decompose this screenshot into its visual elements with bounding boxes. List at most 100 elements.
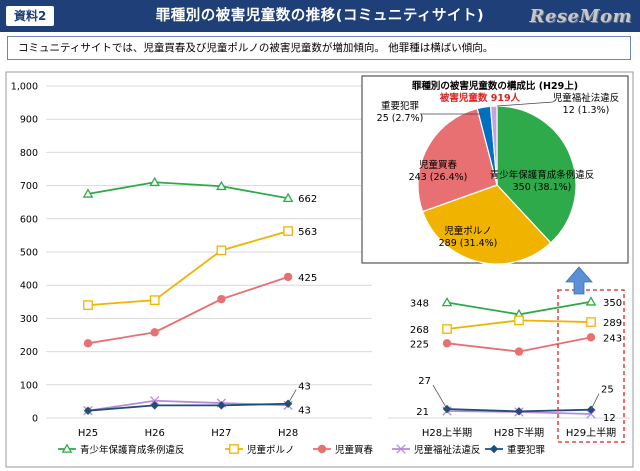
legend-marker (61, 443, 73, 453)
data-point-main (150, 328, 159, 337)
highlight-box (557, 289, 625, 443)
series-line-main (87, 402, 289, 412)
legend-label: 児童福祉法違反 (414, 444, 481, 456)
data-point-half (586, 409, 596, 419)
x-tick-label-half: H28上半期 (422, 426, 472, 439)
data-point-main (217, 401, 226, 410)
pie-slice (421, 184, 552, 265)
data-point-half (585, 296, 597, 306)
chart-area: 0 100 200 300 400 500 600 700 800 900 1,000 H25 H26 H… (5, 71, 634, 468)
leader-line (590, 393, 600, 410)
end-value-label-half: 350 (603, 298, 622, 309)
end-value-label-half: 12 (603, 413, 616, 424)
data-point-main (83, 300, 93, 310)
data-point-half (586, 333, 596, 342)
pie-label: 児童福祉法違反 (553, 92, 620, 104)
series-line-main (87, 276, 289, 345)
end-value-label: 425 (298, 273, 317, 284)
watermark-logo: ReseMom (529, 6, 632, 27)
legend-label: 重要犯罪 (507, 444, 546, 456)
pie-label: 児童ポルノ (444, 225, 492, 237)
y-tick-label: 1,000 (11, 82, 38, 93)
pie-label: 243 (26.4%) (409, 172, 468, 183)
pie-label: 青少年保護育成条例違反 (490, 169, 595, 181)
x-tick-label-half: H29上半期 (566, 426, 616, 439)
data-point-half (442, 324, 452, 334)
data-point-half (441, 296, 453, 307)
x-tick-label: H27 (211, 428, 231, 439)
data-point-main (83, 406, 93, 415)
pie-label: 12 (1.3%) (563, 105, 610, 116)
summary-text: コミュニティサイトでは、児童買春及び児童ポルノの被害児童数が増加傾向。 他罪種は… (18, 42, 494, 54)
data-point-main (216, 245, 227, 256)
legend-marker (229, 444, 239, 454)
x-tick-label-half: H28下半期 (494, 426, 544, 439)
leader-line (432, 384, 448, 410)
start-value-label: 27 (418, 376, 431, 387)
legend-label: 児童買春 (335, 444, 374, 456)
data-point-main (83, 339, 93, 348)
end-value-label: 662 (298, 194, 317, 205)
pie-label: 289 (31.4%) (439, 238, 498, 249)
legend-marker (489, 444, 499, 454)
summary-box: コミュニティサイトでは、児童買春及び児童ポルノの被害児童数が増加傾向。 他罪種は… (7, 36, 631, 60)
y-tick-label: 100 (20, 380, 38, 391)
data-point-half (442, 339, 452, 348)
pie-leader-line (496, 101, 554, 107)
start-value-label: 21 (416, 407, 429, 418)
up-arrow-icon (565, 266, 593, 295)
data-point-main (216, 180, 227, 191)
data-point-main (150, 396, 160, 406)
data-point-main (149, 295, 160, 305)
pie-total-label: 被害児童数 919人 (440, 92, 521, 104)
data-point-main (150, 401, 159, 410)
pie-slice (496, 105, 577, 244)
data-point-half (514, 347, 524, 356)
end-value-label: 563 (298, 227, 317, 238)
y-tick-label: 0 (32, 414, 38, 425)
pie-slice (489, 105, 498, 186)
y-tick-label: 500 (20, 248, 38, 259)
y-tick-label: 600 (20, 214, 38, 225)
data-point-main (149, 176, 161, 187)
y-tick-label: 700 (20, 181, 38, 192)
y-tick-label: 400 (20, 281, 38, 292)
y-tick-label: 800 (20, 148, 38, 159)
pie-label: 重要犯罪 (381, 100, 420, 112)
pie-slice (417, 107, 498, 213)
data-point-half (514, 315, 524, 326)
pie-title: 罪種別の被害児童数の構成比 (H29上) (412, 80, 578, 92)
y-tick-label: 900 (20, 115, 38, 126)
page-title: 罪種別の被害児童数の推移(コミュニティサイト) (155, 8, 485, 24)
legend-label: 青少年保護育成条例違反 (80, 444, 185, 456)
leader-line (287, 389, 297, 404)
legend-label: 児童ポルノ (247, 444, 295, 456)
end-value-label: 43 (298, 405, 311, 416)
header-bar: 資料2 罪種別の被害児童数の推移(コミュニティサイト) ReseMom (0, 0, 640, 32)
data-point-main (283, 272, 293, 282)
document-tag: 資料2 (6, 6, 55, 26)
data-point-main (283, 399, 293, 408)
start-value-label: 348 (410, 298, 429, 309)
data-point-half (514, 407, 524, 416)
data-point-half (586, 317, 596, 327)
end-value-label-half: 25 (601, 385, 614, 396)
data-point-main (283, 226, 293, 236)
x-tick-label: H26 (145, 428, 165, 439)
series-line-main (87, 230, 289, 307)
data-point-main (217, 294, 226, 304)
pie-label: 児童買春 (419, 159, 458, 171)
start-value-label: 225 (410, 339, 429, 350)
x-tick-label: H25 (78, 428, 98, 439)
data-point-main (82, 188, 94, 198)
legend-marker (317, 444, 327, 454)
series-line-main (87, 181, 289, 200)
y-tick-label: 300 (20, 314, 38, 325)
start-value-label: 268 (410, 325, 429, 336)
end-value-label-half: 243 (603, 333, 622, 344)
data-point-main (282, 192, 294, 203)
legend-marker (396, 444, 406, 454)
end-value-label-half: 289 (603, 318, 622, 329)
pie-label: 25 (2.7%) (377, 113, 424, 124)
y-tick-label: 200 (20, 347, 38, 358)
